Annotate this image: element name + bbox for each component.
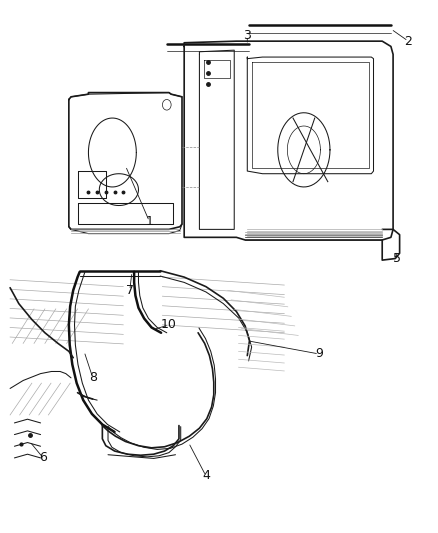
Text: 4: 4 xyxy=(202,470,210,482)
Text: 9: 9 xyxy=(315,348,323,360)
Text: 8: 8 xyxy=(89,372,97,384)
Text: 7: 7 xyxy=(126,284,134,297)
Text: 10: 10 xyxy=(161,318,177,332)
Text: 1: 1 xyxy=(145,215,153,228)
Text: 2: 2 xyxy=(404,35,412,47)
Text: 5: 5 xyxy=(393,252,402,265)
Text: 3: 3 xyxy=(244,29,251,42)
Text: 6: 6 xyxy=(39,451,47,464)
